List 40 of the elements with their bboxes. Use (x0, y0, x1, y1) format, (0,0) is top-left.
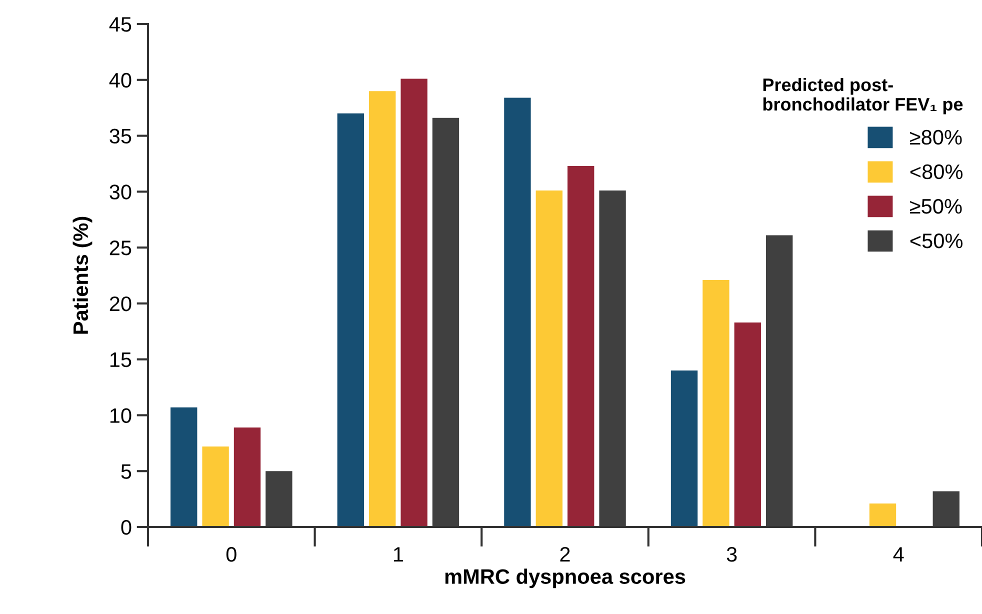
bar (670, 370, 698, 527)
bar (734, 322, 761, 527)
x-tick-label: 3 (726, 546, 737, 562)
bar (369, 91, 396, 527)
y-tick-label: 10 (110, 408, 132, 423)
legend-label: ≥50% (910, 198, 962, 214)
bar (432, 118, 460, 527)
y-tick-label: 30 (110, 184, 132, 200)
bar (504, 98, 531, 527)
x-tick-label: 1 (394, 547, 403, 562)
legend-label: <80% (910, 164, 963, 180)
bar (234, 428, 261, 527)
bar (337, 113, 364, 527)
y-tick-label: 15 (110, 352, 132, 368)
y-axis-title: Patients (%) (72, 216, 92, 334)
legend-label: ≥80% (910, 130, 962, 145)
bar (536, 190, 562, 527)
bar (869, 504, 896, 527)
bar (170, 407, 198, 527)
y-tick-label: 5 (121, 464, 132, 479)
bar (266, 471, 292, 527)
x-axis-title: mMRC dyspnoea scores (445, 568, 686, 588)
y-tick-label: 40 (109, 72, 132, 88)
y-tick-label: 0 (121, 520, 132, 535)
x-tick-label: 2 (560, 546, 570, 562)
bar (400, 78, 428, 527)
bar (932, 491, 960, 527)
legend-label: <50% (910, 233, 963, 248)
bar (766, 235, 793, 527)
y-tick-label: 25 (110, 240, 132, 256)
bar (599, 190, 626, 527)
y-tick-label: 35 (110, 128, 132, 144)
bar (202, 446, 229, 527)
bar (568, 166, 594, 527)
x-tick-label: 0 (226, 546, 236, 562)
bar (702, 280, 730, 527)
y-tick-label: 20 (110, 296, 132, 312)
x-tick-label: 4 (893, 547, 904, 562)
legend-title: Predicted post- bronchodilator FEV₁ pe (763, 78, 963, 114)
y-tick-label: 45 (109, 17, 132, 32)
